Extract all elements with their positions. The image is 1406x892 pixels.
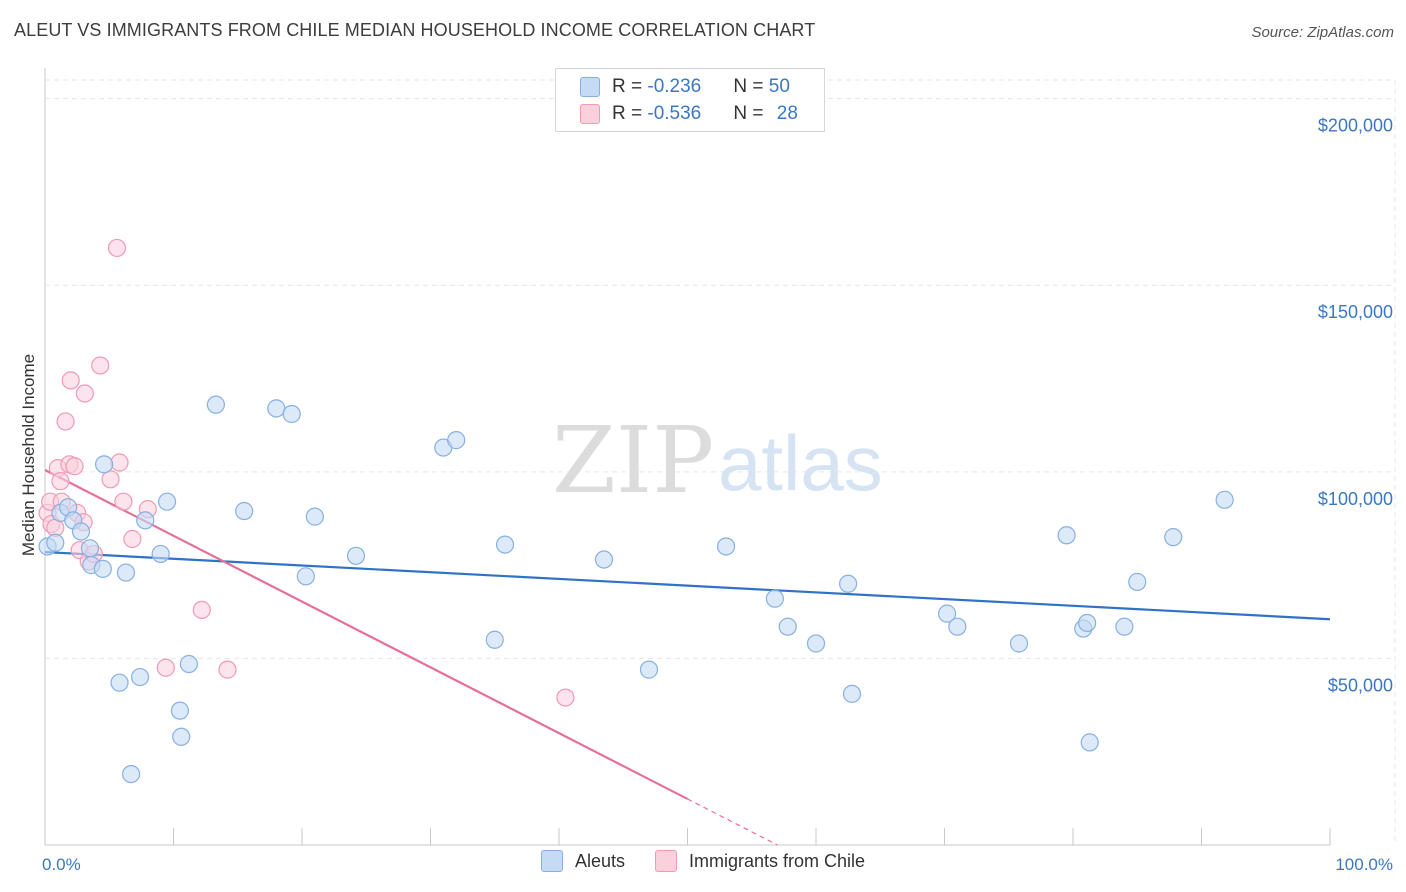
data-point-aleuts [296, 567, 315, 586]
data-point-aleuts [151, 544, 170, 564]
data-point-aleuts [716, 537, 736, 556]
axes [44, 68, 1331, 846]
data-point-aleuts [116, 563, 136, 582]
legend-swatch-chile [654, 850, 677, 872]
watermark: ZIP atlas [552, 407, 883, 514]
y-tick-label: $100,000 [1318, 489, 1393, 509]
data-point-chile [65, 457, 84, 476]
trend-lines [44, 468, 1331, 846]
data-point-aleuts [346, 546, 366, 565]
data-point-chile [110, 453, 129, 472]
grid-lines [45, 79, 1396, 845]
data-point-aleuts [206, 395, 226, 414]
legend-r-value-chile: -0.536 [647, 103, 702, 124]
legend-row-chile: R = -0.536 N = 28 [580, 102, 798, 126]
y-axis-label: Median Household Income [19, 354, 38, 556]
data-point-aleuts [948, 617, 967, 636]
legend-n-label: N = [733, 103, 769, 124]
y-tick-label: $150,000 [1318, 302, 1393, 322]
data-point-aleuts [1215, 490, 1234, 509]
data-point-chile [123, 529, 142, 549]
data-point-chile [107, 238, 127, 258]
data-point-aleuts [485, 630, 504, 649]
y-tick-labels: $50,000 $100,000 $150,000 $200,000 [1318, 116, 1393, 696]
data-point-aleuts [495, 535, 515, 554]
data-point-aleuts [1078, 613, 1097, 633]
legend-r-label: R = [612, 103, 648, 124]
data-point-aleuts [93, 559, 112, 578]
data-point-aleuts [267, 399, 286, 418]
legend-row-aleuts: R = -0.236 N = 50 [580, 75, 790, 99]
data-point-aleuts [1128, 572, 1147, 592]
correlation-legend: R = -0.236 N = 50 R = -0.536 N = 28 [555, 68, 825, 132]
legend-n-value-aleuts: 50 [768, 76, 790, 97]
data-point-aleuts [95, 455, 114, 474]
data-point-aleuts [1164, 528, 1183, 547]
series-aleuts-points [38, 395, 1234, 784]
legend-label-aleuts: Aleuts [574, 850, 625, 871]
data-point-aleuts [778, 617, 797, 636]
data-point-aleuts [80, 539, 100, 558]
data-point-aleuts [46, 533, 65, 552]
watermark-atlas: atlas [718, 419, 883, 507]
chart-title: ALEUT VS IMMIGRANTS FROM CHILE MEDIAN HO… [14, 20, 816, 40]
data-point-aleuts [157, 492, 177, 511]
legend-n-label: N = [733, 76, 769, 97]
data-point-aleuts [235, 501, 254, 521]
data-point-chile [51, 472, 70, 491]
data-point-aleuts [110, 673, 129, 692]
data-point-aleuts [179, 654, 199, 674]
data-point-aleuts [594, 550, 614, 569]
data-point-aleuts [71, 522, 91, 541]
data-point-aleuts [1080, 733, 1099, 752]
legend-item-aleuts[interactable]: Aleuts [540, 850, 625, 872]
legend-swatch-aleuts [580, 77, 600, 97]
trend-line-aleuts [44, 550, 1331, 621]
data-point-chile [556, 688, 575, 707]
data-point-aleuts [765, 589, 784, 608]
data-point-chile [75, 384, 94, 403]
data-point-aleuts [121, 764, 141, 784]
trend-line-chile-extension [687, 798, 778, 846]
data-point-aleuts [839, 574, 858, 593]
data-point-aleuts [447, 431, 466, 450]
x-tick-labels: 0.0% 100.0% [42, 855, 1393, 874]
watermark-zip: ZIP [552, 407, 714, 514]
data-point-chile [61, 371, 80, 390]
data-point-aleuts [842, 684, 862, 703]
data-point-aleuts [1009, 634, 1029, 653]
legend-item-chile[interactable]: Immigrants from Chile [654, 850, 866, 872]
data-point-aleuts [937, 604, 957, 623]
data-point-aleuts [130, 667, 150, 687]
data-point-aleuts [1057, 526, 1076, 545]
data-point-aleuts [172, 727, 191, 746]
data-point-aleuts [282, 404, 301, 424]
legend-r-label: R = [612, 76, 648, 97]
y-tick-label: $200,000 [1318, 116, 1393, 136]
data-point-aleuts [305, 507, 324, 526]
y-tick-label: $50,000 [1328, 675, 1393, 695]
x-tick-label-max: 100.0% [1335, 855, 1393, 874]
data-point-aleuts [639, 660, 659, 679]
data-point-aleuts [806, 634, 826, 653]
data-point-chile [192, 600, 211, 620]
data-point-chile [114, 492, 133, 511]
source-label: Source: ZipAtlas.com [1251, 24, 1394, 41]
legend-swatch-aleuts [540, 850, 563, 872]
data-point-chile [91, 356, 110, 375]
legend-label-chile: Immigrants from Chile [688, 850, 866, 871]
data-point-chile [218, 660, 237, 679]
data-point-aleuts [1115, 617, 1134, 636]
legend-n-value-chile: 28 [776, 103, 798, 124]
legend-r-value-aleuts: -0.236 [647, 76, 702, 97]
data-point-aleuts [136, 511, 155, 530]
data-point-aleuts [170, 701, 190, 720]
data-point-chile [156, 658, 175, 677]
series-legend: Aleuts Immigrants from Chile [0, 850, 1406, 872]
legend-swatch-chile [580, 104, 600, 124]
data-point-chile [56, 412, 75, 431]
x-tick-label-min: 0.0% [42, 855, 81, 874]
